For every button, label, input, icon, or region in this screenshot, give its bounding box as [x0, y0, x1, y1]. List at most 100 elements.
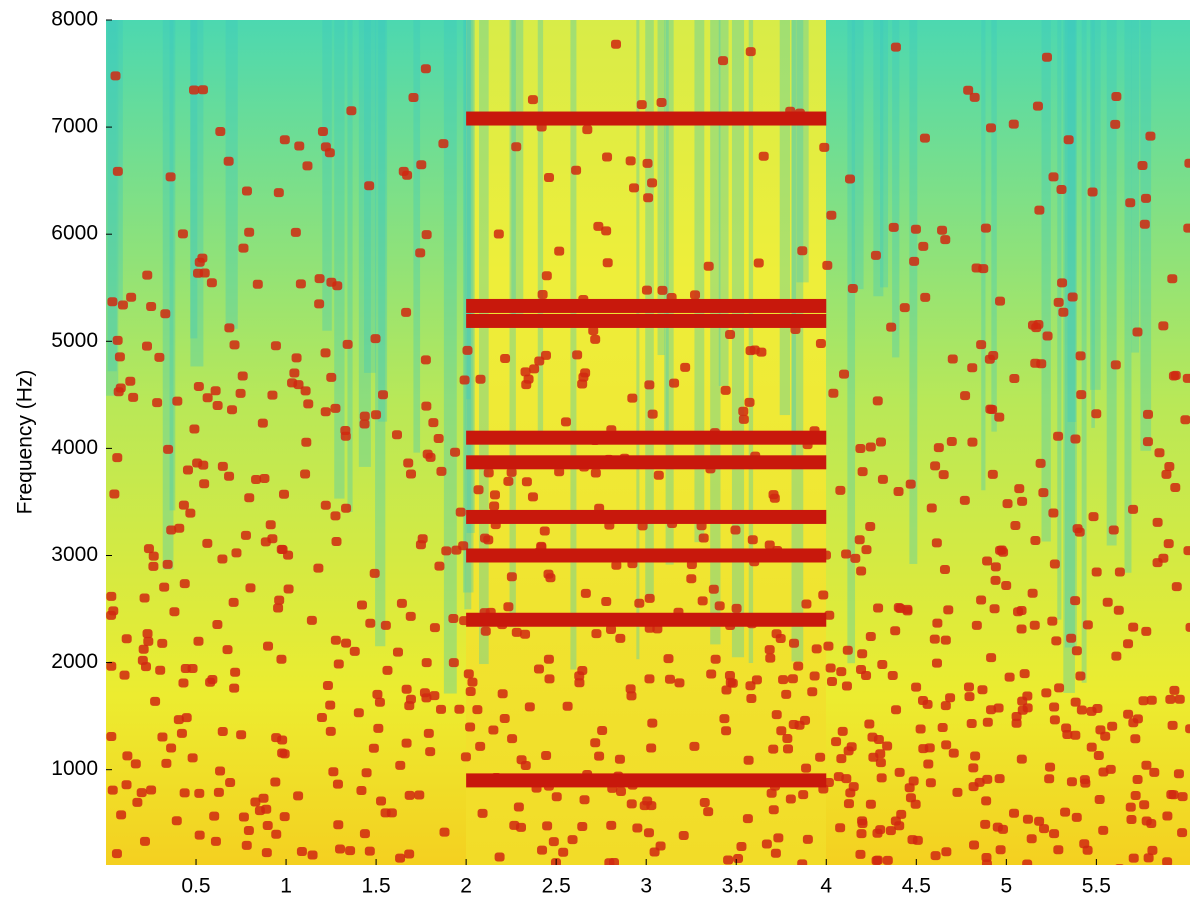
- texture: [571, 165, 582, 175]
- texture: [1034, 816, 1045, 826]
- texture: [408, 93, 419, 103]
- texture: [1032, 101, 1043, 111]
- texture: [524, 702, 535, 712]
- texture: [330, 635, 341, 645]
- texture: [165, 172, 176, 182]
- texture: [922, 699, 933, 709]
- texture: [905, 479, 916, 489]
- texture: [796, 20, 809, 283]
- texture: [405, 611, 416, 621]
- texture: [1027, 588, 1038, 598]
- texture: [259, 473, 270, 483]
- texture: [279, 812, 290, 822]
- texture: [320, 348, 331, 358]
- texture: [629, 183, 640, 193]
- texture: [938, 470, 949, 480]
- texture: [126, 292, 137, 302]
- texture: [952, 787, 963, 797]
- texture: [1142, 437, 1153, 447]
- texture: [187, 753, 198, 763]
- texture: [976, 595, 987, 605]
- texture: [541, 271, 552, 281]
- texture: [655, 841, 666, 851]
- texture: [1060, 807, 1071, 817]
- texture: [1075, 351, 1086, 361]
- texture: [373, 723, 384, 733]
- texture: [1130, 791, 1141, 801]
- texture: [364, 181, 375, 191]
- texture: [758, 151, 769, 161]
- texture: [146, 785, 157, 795]
- texture: [686, 574, 697, 584]
- texture: [644, 380, 655, 390]
- texture: [710, 654, 721, 664]
- texture: [1044, 774, 1055, 784]
- texture: [520, 367, 531, 377]
- texture: [1054, 683, 1065, 693]
- texture: [548, 837, 559, 847]
- texture: [143, 544, 154, 554]
- texture: [981, 859, 992, 865]
- texture: [932, 618, 943, 628]
- texture: [422, 449, 433, 459]
- texture: [980, 223, 991, 233]
- texture: [1070, 730, 1081, 740]
- texture: [1074, 527, 1085, 537]
- texture: [714, 601, 725, 611]
- texture: [302, 161, 313, 171]
- texture: [294, 141, 305, 151]
- texture: [279, 749, 290, 759]
- y-tick-label: 7000: [51, 115, 98, 138]
- texture: [488, 725, 499, 735]
- texture: [376, 796, 387, 806]
- texture: [483, 468, 494, 478]
- texture: [578, 372, 589, 382]
- texture: [825, 663, 836, 673]
- texture: [1128, 853, 1139, 863]
- texture: [1088, 512, 1099, 522]
- texture: [1139, 219, 1150, 229]
- texture: [414, 790, 425, 800]
- texture: [172, 396, 183, 406]
- texture: [669, 378, 680, 388]
- texture: [225, 778, 236, 788]
- texture: [850, 553, 861, 563]
- texture: [798, 790, 809, 800]
- texture: [463, 669, 474, 679]
- texture: [1132, 774, 1143, 784]
- texture: [396, 598, 407, 608]
- texture: [1008, 119, 1019, 129]
- texture: [905, 793, 916, 803]
- texture: [1067, 292, 1078, 302]
- texture: [841, 549, 852, 559]
- texture: [904, 783, 915, 793]
- texture: [632, 823, 643, 833]
- texture: [182, 465, 193, 475]
- texture: [117, 20, 123, 306]
- texture: [1017, 496, 1028, 506]
- texture: [163, 444, 174, 454]
- texture: [994, 412, 1005, 422]
- texture: [217, 554, 228, 564]
- texture: [465, 686, 476, 696]
- texture: [215, 127, 226, 137]
- tone-band: [466, 612, 827, 627]
- texture: [416, 160, 427, 170]
- texture: [265, 520, 276, 530]
- texture: [719, 714, 730, 724]
- texture: [262, 820, 273, 830]
- x-tick-label: 3.5: [722, 875, 751, 898]
- texture: [1107, 721, 1118, 731]
- texture: [731, 20, 745, 658]
- texture: [173, 715, 184, 725]
- texture: [1141, 760, 1152, 770]
- x-tick-label: 1.5: [361, 875, 390, 898]
- texture: [647, 409, 658, 419]
- texture: [1094, 795, 1105, 805]
- texture: [1070, 434, 1081, 444]
- texture: [405, 469, 416, 479]
- texture: [590, 738, 601, 748]
- texture: [489, 490, 500, 500]
- texture: [142, 341, 153, 351]
- texture: [333, 659, 344, 669]
